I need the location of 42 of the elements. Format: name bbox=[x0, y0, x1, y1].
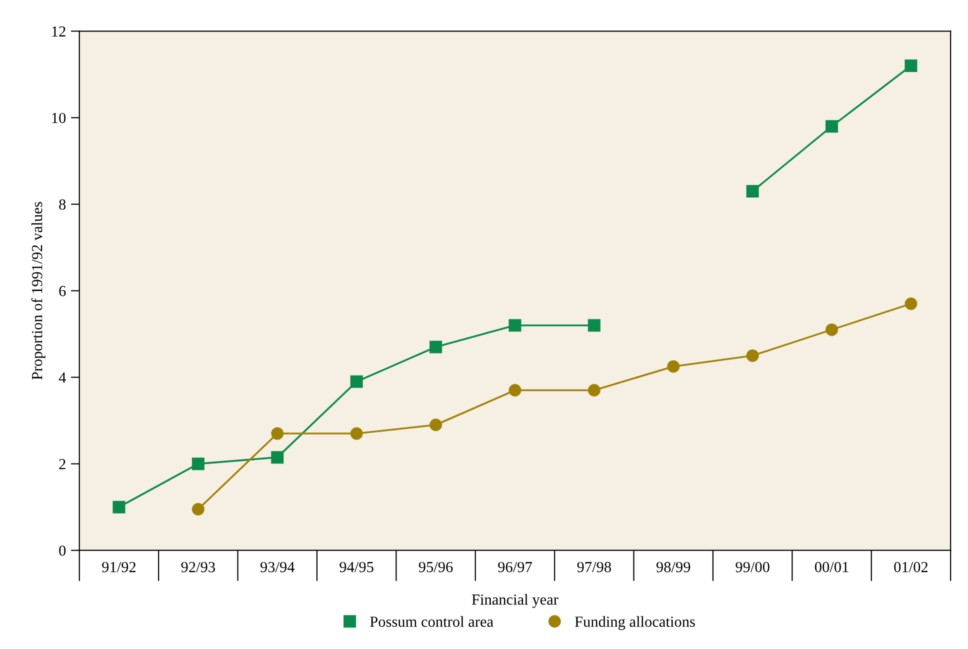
legend-label: Funding allocations bbox=[574, 616, 695, 630]
y-axis-title: Proportion of 1991/92 values bbox=[31, 202, 46, 380]
y-tick-label: 8 bbox=[59, 199, 66, 210]
point bbox=[430, 340, 442, 354]
point bbox=[192, 458, 204, 470]
x-tick-label: 96/97 bbox=[498, 562, 532, 572]
point bbox=[350, 427, 363, 440]
x-tick-label: 97/98 bbox=[577, 562, 611, 572]
y-tick-label: 12 bbox=[52, 26, 66, 36]
point bbox=[588, 319, 600, 332]
point bbox=[746, 184, 759, 198]
point bbox=[904, 297, 918, 310]
legend-label: Possum control area bbox=[370, 616, 494, 627]
x-axis-title: Financial year bbox=[472, 594, 558, 608]
point bbox=[746, 349, 759, 362]
x-tick-label: 98/99 bbox=[656, 562, 690, 572]
x-tick-label: 94/95 bbox=[340, 562, 374, 572]
point bbox=[430, 418, 442, 432]
x-tick-label: 91/92 bbox=[102, 562, 136, 572]
y-tick-label: 0 bbox=[59, 545, 66, 556]
y-tick-label: 2 bbox=[59, 459, 66, 470]
point bbox=[271, 427, 284, 440]
point bbox=[508, 384, 522, 397]
point bbox=[271, 451, 284, 464]
point bbox=[112, 500, 126, 514]
point bbox=[667, 360, 680, 373]
x-tick-label: 01/02 bbox=[894, 562, 928, 572]
x-tick-label: 95/96 bbox=[418, 562, 453, 572]
x-tick-label: 92/93 bbox=[181, 562, 215, 572]
x-tick-label: 99/00 bbox=[736, 562, 770, 572]
point bbox=[588, 384, 600, 397]
x-tick-label: 93/94 bbox=[260, 562, 295, 572]
point bbox=[904, 60, 918, 72]
y-tick-label: 4 bbox=[58, 372, 66, 383]
point bbox=[192, 503, 204, 516]
point bbox=[350, 375, 363, 388]
x-tick-label: 00/01 bbox=[814, 562, 848, 572]
y-tick-label: 6 bbox=[59, 286, 66, 296]
point bbox=[826, 120, 838, 133]
point bbox=[508, 319, 522, 332]
y-tick-label: 10 bbox=[52, 112, 66, 124]
point bbox=[826, 323, 838, 336]
